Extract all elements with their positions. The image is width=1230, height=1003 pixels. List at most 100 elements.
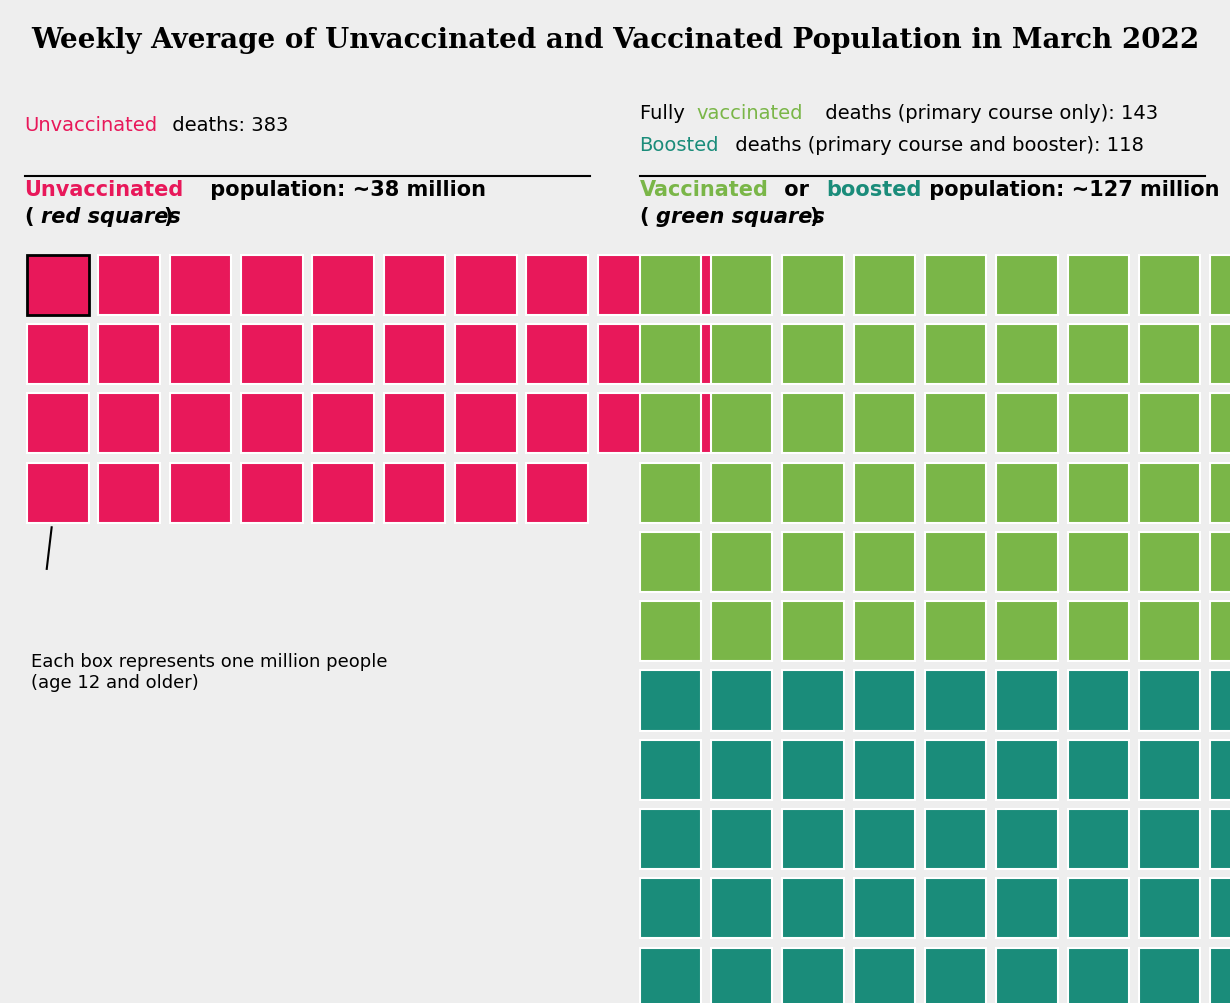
Bar xyxy=(711,394,772,454)
Bar xyxy=(640,602,701,662)
Bar xyxy=(1139,256,1200,316)
Bar xyxy=(640,809,701,870)
Bar xyxy=(241,256,303,316)
Bar xyxy=(1210,256,1230,316)
Bar xyxy=(1068,463,1129,524)
Bar xyxy=(854,533,915,593)
Text: Weekly Average of Unvaccinated and Vaccinated Population in March 2022: Weekly Average of Unvaccinated and Vacci… xyxy=(31,27,1199,53)
Bar xyxy=(170,256,231,316)
Bar xyxy=(1210,325,1230,385)
Bar xyxy=(1139,809,1200,870)
Bar xyxy=(1210,394,1230,454)
Bar xyxy=(996,602,1058,662)
Bar xyxy=(1210,809,1230,870)
Bar xyxy=(170,463,231,524)
Text: population: ~127 million: population: ~127 million xyxy=(922,180,1220,200)
Bar xyxy=(711,325,772,385)
Bar xyxy=(669,394,731,454)
Text: (: ( xyxy=(640,208,649,228)
Bar xyxy=(312,463,374,524)
Bar xyxy=(782,879,844,939)
Text: green squares: green squares xyxy=(656,208,824,228)
Bar xyxy=(640,256,701,316)
Bar xyxy=(996,394,1058,454)
Text: deaths (primary course and booster): 118: deaths (primary course and booster): 118 xyxy=(729,136,1144,155)
Text: ): ) xyxy=(164,208,173,228)
Bar xyxy=(1210,463,1230,524)
Bar xyxy=(384,325,445,385)
Bar xyxy=(241,394,303,454)
Bar xyxy=(455,256,517,316)
Bar xyxy=(1210,948,1230,1003)
Bar xyxy=(241,463,303,524)
Bar xyxy=(782,671,844,731)
Bar xyxy=(854,948,915,1003)
Bar xyxy=(925,740,986,800)
Bar xyxy=(98,325,160,385)
Bar xyxy=(1139,879,1200,939)
Text: boosted: boosted xyxy=(827,180,922,200)
Bar xyxy=(996,671,1058,731)
Bar xyxy=(384,256,445,316)
Bar xyxy=(1210,533,1230,593)
Bar xyxy=(27,325,89,385)
Bar xyxy=(996,325,1058,385)
Bar xyxy=(996,809,1058,870)
Bar xyxy=(455,463,517,524)
Text: Unvaccinated: Unvaccinated xyxy=(25,116,157,135)
Bar xyxy=(925,671,986,731)
Text: Each box represents one million people
(age 12 and older): Each box represents one million people (… xyxy=(31,652,387,691)
Bar xyxy=(782,256,844,316)
Bar xyxy=(526,394,588,454)
Bar xyxy=(640,463,701,524)
Bar xyxy=(1068,394,1129,454)
Bar xyxy=(526,325,588,385)
Bar xyxy=(98,394,160,454)
Bar xyxy=(711,671,772,731)
Bar xyxy=(854,256,915,316)
Bar xyxy=(782,533,844,593)
Bar xyxy=(854,809,915,870)
Bar xyxy=(782,325,844,385)
Bar xyxy=(1139,463,1200,524)
Text: ): ) xyxy=(809,208,819,228)
Bar xyxy=(996,463,1058,524)
Bar xyxy=(925,809,986,870)
Bar xyxy=(640,671,701,731)
Text: red squares: red squares xyxy=(41,208,181,228)
Bar xyxy=(996,256,1058,316)
Bar xyxy=(711,463,772,524)
Bar xyxy=(782,394,844,454)
Bar xyxy=(27,463,89,524)
Bar xyxy=(711,256,772,316)
Bar xyxy=(640,948,701,1003)
Bar xyxy=(241,325,303,385)
Bar xyxy=(925,879,986,939)
Text: Vaccinated: Vaccinated xyxy=(640,180,769,200)
Bar xyxy=(782,809,844,870)
Bar xyxy=(996,879,1058,939)
Bar xyxy=(384,394,445,454)
Text: deaths (primary course only): 143: deaths (primary course only): 143 xyxy=(819,104,1159,123)
Bar xyxy=(455,325,517,385)
Bar xyxy=(1139,325,1200,385)
Bar xyxy=(312,256,374,316)
Bar xyxy=(598,325,659,385)
Text: or: or xyxy=(777,180,817,200)
Bar xyxy=(925,533,986,593)
Bar xyxy=(782,463,844,524)
Bar xyxy=(782,602,844,662)
Text: population: ~38 million: population: ~38 million xyxy=(203,180,486,200)
Bar xyxy=(1139,602,1200,662)
Bar xyxy=(1068,879,1129,939)
Text: vaccinated: vaccinated xyxy=(696,104,803,123)
Text: Unvaccinated: Unvaccinated xyxy=(25,180,183,200)
Text: (: ( xyxy=(25,208,34,228)
Bar xyxy=(27,394,89,454)
Bar xyxy=(640,740,701,800)
Bar xyxy=(170,325,231,385)
Bar xyxy=(854,463,915,524)
Bar xyxy=(711,533,772,593)
Bar xyxy=(854,879,915,939)
Bar xyxy=(1068,809,1129,870)
